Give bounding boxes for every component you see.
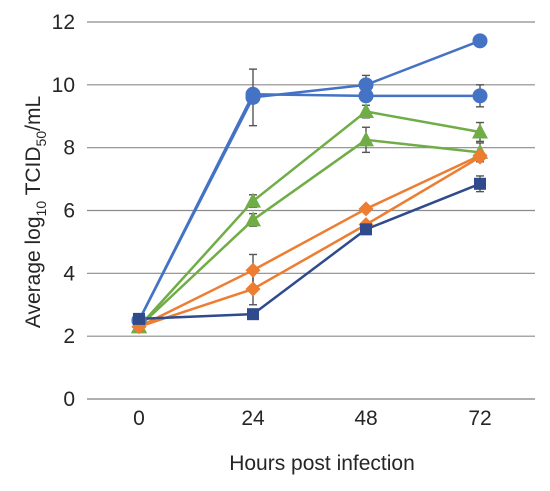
x-axis-title: Hours post infection bbox=[229, 452, 415, 475]
data-point-triangle bbox=[358, 131, 374, 147]
gridlines bbox=[87, 21, 535, 400]
data-point-square bbox=[474, 177, 486, 190]
data-point-circle bbox=[472, 33, 488, 49]
y-tick-label: 4 bbox=[63, 262, 75, 285]
y-axis-title-prefix: Average log bbox=[22, 216, 45, 328]
y-axis-title-suffix: /mL bbox=[22, 96, 45, 131]
y-axis-title: Average log10 TCID50/mL bbox=[22, 96, 49, 328]
series-line bbox=[138, 154, 481, 328]
data-point-square bbox=[247, 308, 259, 321]
y-tick-labels: 0 2 4 6 8 10 12 bbox=[52, 11, 76, 411]
data-point-diamond bbox=[245, 281, 261, 297]
y-axis-title-middle: TCID bbox=[22, 146, 45, 200]
data-point-circle bbox=[358, 77, 374, 93]
data-markers bbox=[131, 33, 488, 335]
series-line bbox=[138, 156, 481, 328]
x-tick-label: 48 bbox=[354, 407, 377, 430]
data-point-circle bbox=[358, 88, 374, 104]
data-point-circle bbox=[245, 86, 261, 102]
data-point-triangle bbox=[358, 103, 374, 119]
series-line bbox=[138, 182, 481, 321]
data-point-triangle bbox=[472, 123, 488, 139]
x-tick-labels: 0 24 48 72 bbox=[133, 407, 492, 430]
data-point-circle bbox=[472, 88, 488, 104]
data-point-diamond bbox=[358, 201, 374, 217]
y-axis-title-sub2: 50 bbox=[33, 131, 49, 147]
y-tick-label: 6 bbox=[63, 200, 75, 223]
data-point-square bbox=[360, 223, 372, 236]
y-tick-label: 12 bbox=[52, 11, 75, 34]
series-line bbox=[137, 93, 480, 322]
x-tick-label: 24 bbox=[241, 407, 265, 430]
series-line bbox=[138, 110, 481, 328]
data-point-square bbox=[133, 312, 145, 325]
y-tick-label: 0 bbox=[63, 388, 75, 411]
y-axis-title-sub1: 10 bbox=[33, 201, 49, 217]
x-tick-label: 72 bbox=[468, 407, 491, 430]
data-point-triangle bbox=[245, 192, 261, 208]
y-tick-label: 2 bbox=[63, 325, 75, 348]
x-tick-label: 0 bbox=[133, 407, 145, 430]
data-point-diamond bbox=[245, 262, 261, 278]
data-point-diamond bbox=[472, 149, 488, 165]
data-point-triangle bbox=[245, 211, 261, 227]
series-line bbox=[138, 138, 481, 328]
y-tick-label: 8 bbox=[63, 137, 75, 160]
y-tick-label: 10 bbox=[52, 74, 75, 97]
series-lines bbox=[137, 39, 481, 328]
